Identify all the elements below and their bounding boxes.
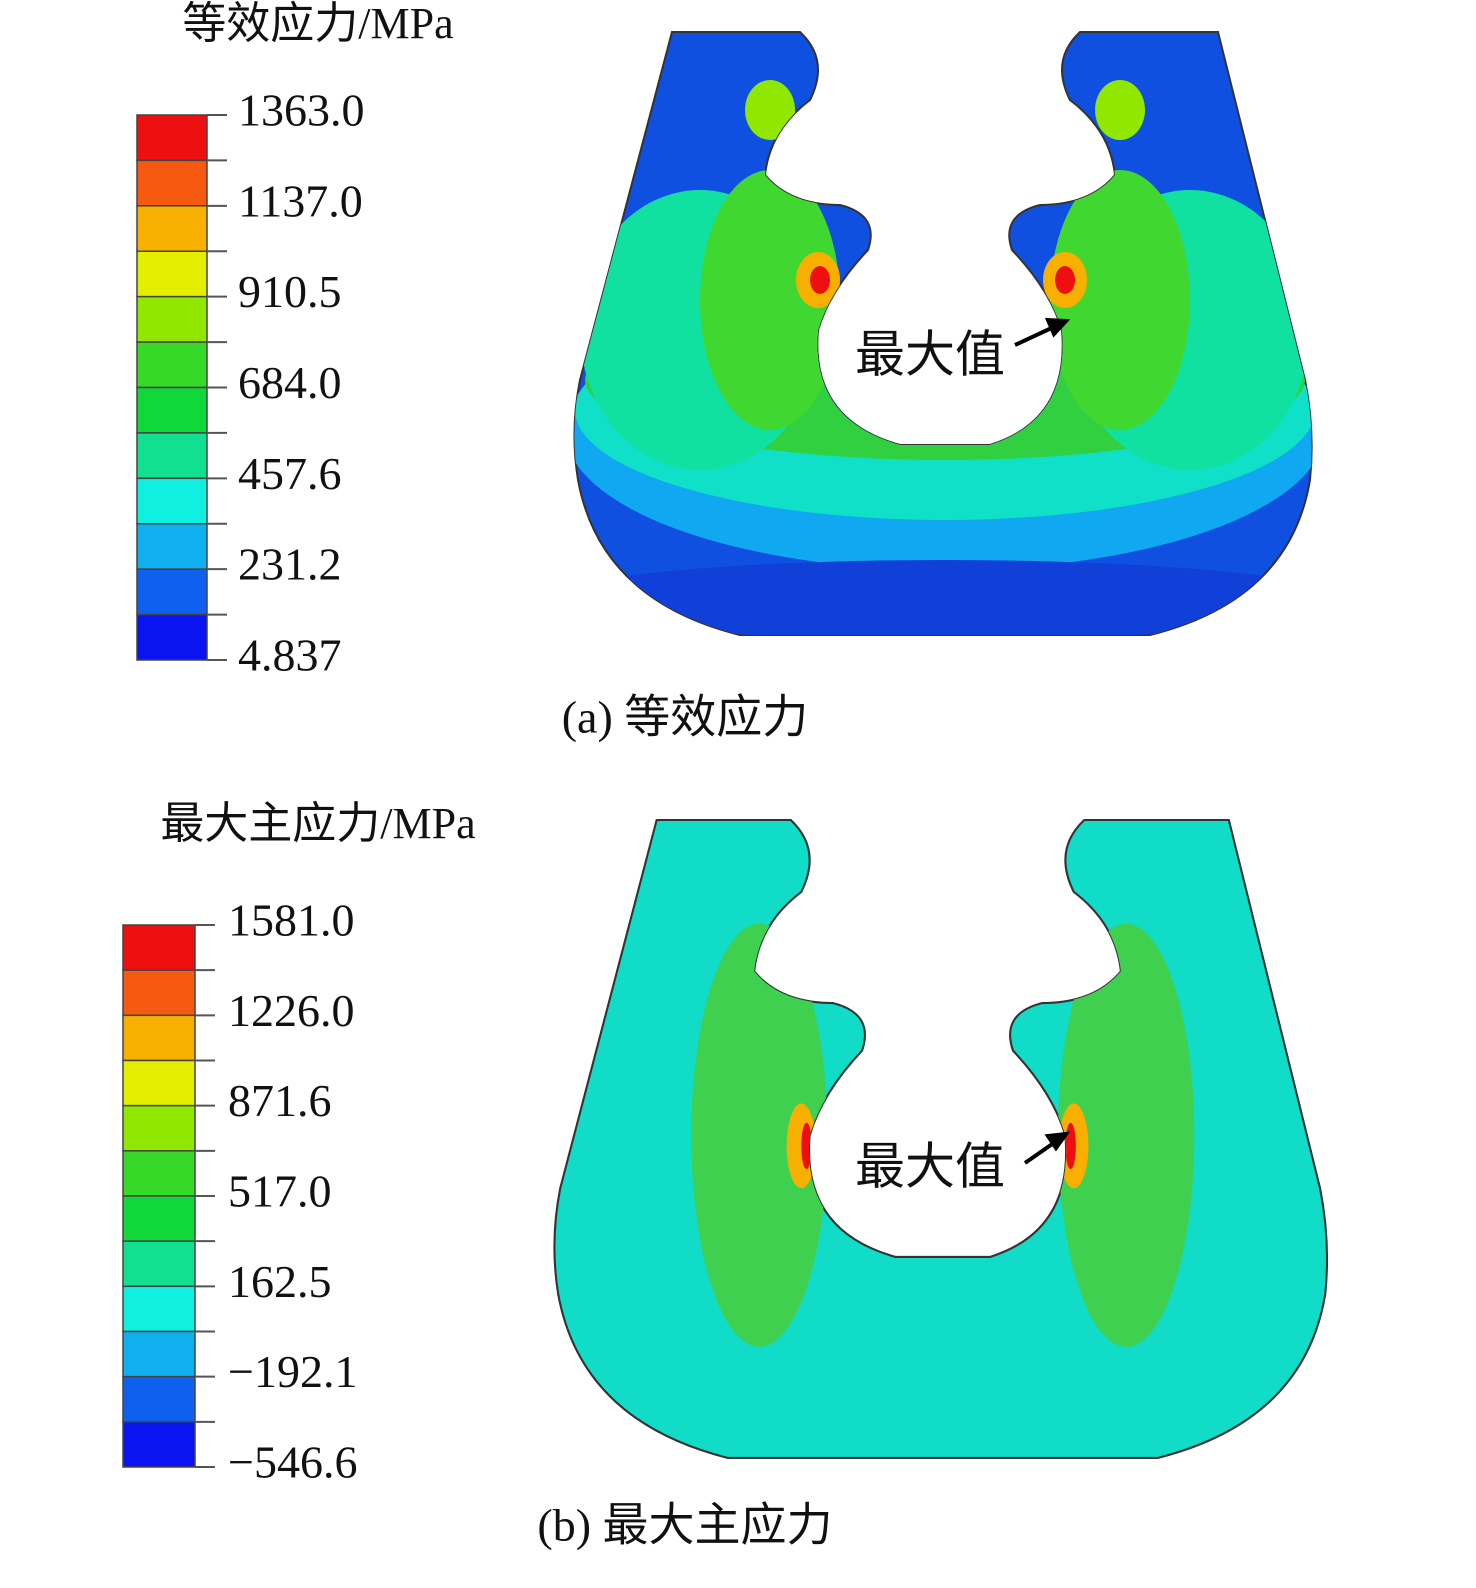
annotation: 最大值	[855, 1138, 1005, 1194]
legend-band	[136, 477, 208, 525]
legend-band	[122, 924, 196, 971]
legend-label: 4.837	[238, 630, 342, 681]
legend-label: 684.0	[238, 357, 342, 408]
contour-plot-b	[553, 818, 1329, 1460]
legend-label: 1137.0	[238, 175, 363, 226]
legend-band	[136, 159, 208, 207]
legend-band	[122, 1059, 196, 1107]
contour-plot-a	[573, 31, 1313, 636]
legend-title: 最大主应力/MPa	[160, 799, 475, 848]
caption: (b) 最大主应力	[537, 1500, 832, 1551]
legend-label: 457.6	[238, 448, 342, 499]
legend-band	[136, 114, 208, 162]
legend-band	[136, 295, 208, 343]
legend-band	[122, 969, 196, 1017]
legend-band	[136, 386, 208, 434]
legend-band	[136, 523, 208, 570]
legend-label: 871.6	[228, 1075, 332, 1126]
legend-band	[136, 341, 208, 389]
legend-label: −192.1	[228, 1346, 357, 1397]
annotation: 最大值	[855, 326, 1005, 382]
legend-band	[122, 1421, 196, 1468]
legend-band	[122, 1195, 196, 1242]
legend-band	[122, 1375, 196, 1423]
legend-label: 231.2	[238, 539, 342, 590]
legend-band	[136, 205, 208, 252]
legend-label: 162.5	[228, 1256, 332, 1307]
legend-label: 517.0	[228, 1166, 332, 1217]
legend-title: 等效应力/MPa	[182, 0, 453, 48]
legend-label: 910.5	[238, 266, 342, 317]
legend-band	[122, 1240, 196, 1288]
legend-label: 1363.0	[238, 85, 365, 136]
legend-band	[122, 1104, 196, 1152]
legend-label: −546.6	[228, 1437, 357, 1488]
arrow	[1014, 317, 1071, 1165]
legend-band	[136, 250, 208, 298]
legend-band	[122, 1150, 196, 1197]
legend-band	[136, 432, 208, 480]
legend-band	[136, 568, 208, 616]
legend-band	[136, 613, 208, 661]
legend-band	[122, 1330, 196, 1378]
caption: (a) 等效应力	[562, 692, 809, 743]
legend-label: 1226.0	[228, 985, 355, 1036]
legend-band	[122, 1014, 196, 1062]
legend-band	[122, 1285, 196, 1333]
legend-label: 1581.0	[228, 895, 355, 946]
